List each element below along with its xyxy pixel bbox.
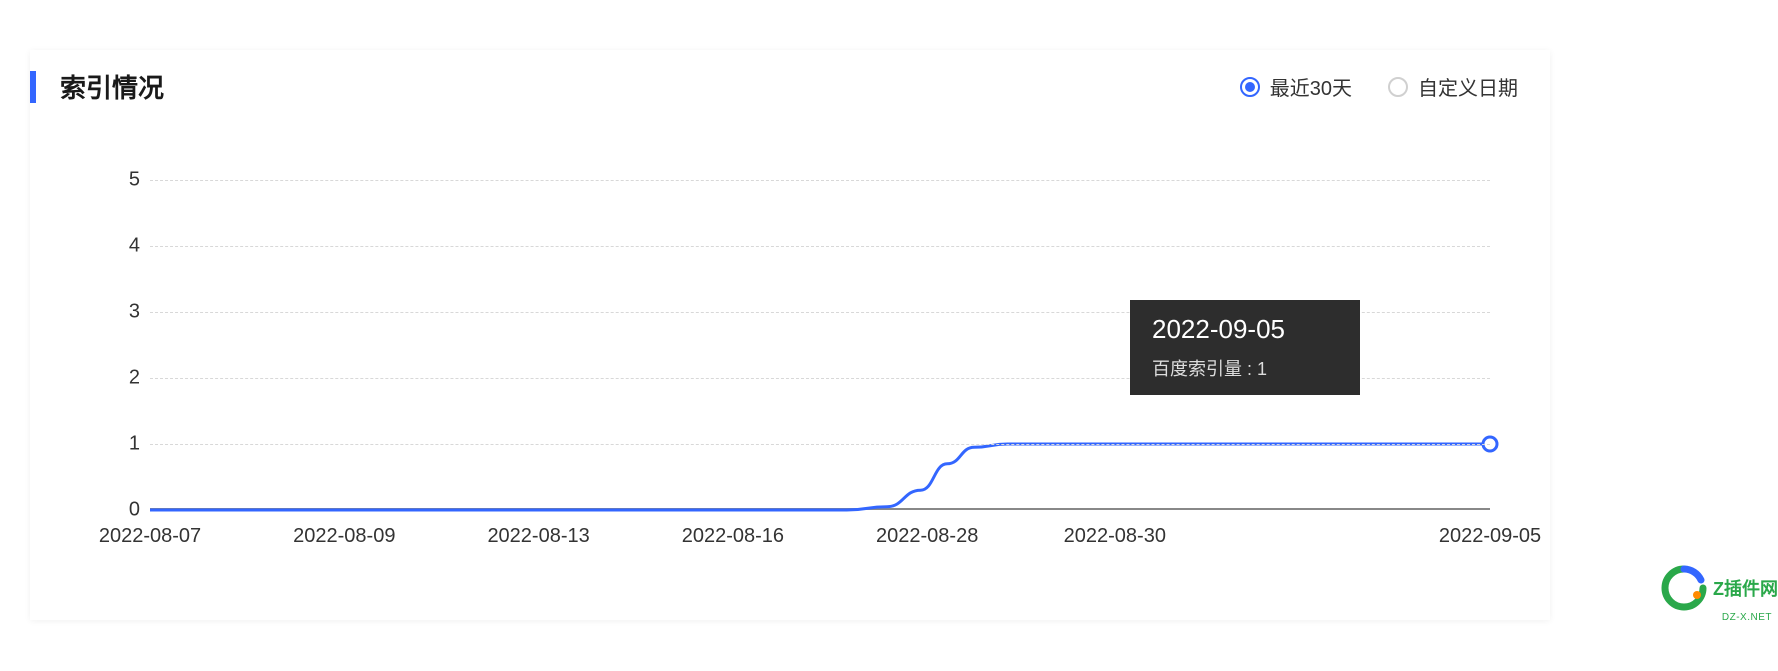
x-tick-label: 2022-08-16 xyxy=(682,525,784,548)
y-tick-label: 1 xyxy=(90,433,140,456)
y-tick-label: 3 xyxy=(90,301,140,324)
chart-area: 012345 2022-08-072022-08-092022-08-13202… xyxy=(90,180,1530,570)
grid-line xyxy=(150,246,1490,247)
watermark: Z插件网 xyxy=(1661,565,1778,611)
y-tick-label: 0 xyxy=(90,499,140,522)
chart-card: 索引情况 最近30天 自定义日期 0 1 2 3 4 5 2022-08-07 2022-0… xyxy=(30,50,1550,620)
tooltip-date: 2022-09-05 xyxy=(1152,314,1338,345)
radio-label: 自定义日期 xyxy=(1418,72,1518,101)
x-tick-label: 2022-09-05 xyxy=(1439,525,1541,548)
radio-recent-30-days[interactable]: 最近30天 xyxy=(1240,72,1352,101)
y-tick-label: 4 xyxy=(90,235,140,258)
chart-tooltip: 2022-09-05 百度索引量 : 1 xyxy=(1130,300,1360,395)
radio-label: 最近30天 xyxy=(1270,72,1352,101)
x-tick-label: 2022-08-13 xyxy=(487,525,589,548)
x-tick-label: 2022-08-30 xyxy=(1064,525,1166,548)
card-header: 索引情况 最近30天 自定义日期 xyxy=(30,50,1550,123)
date-range-radio-group: 最近30天 自定义日期 xyxy=(1240,72,1518,101)
x-tick-label: 2022-08-28 xyxy=(876,525,978,548)
radio-dot-icon xyxy=(1240,77,1260,97)
y-tick-label: 5 xyxy=(90,169,140,192)
tooltip-series-value: 1 xyxy=(1257,359,1267,379)
watermark-logo-icon xyxy=(1661,565,1707,611)
tooltip-value: 百度索引量 : 1 xyxy=(1152,355,1338,381)
x-tick-label: 2022-08-09 xyxy=(293,525,395,548)
title-accent-bar xyxy=(30,71,36,103)
card-title: 索引情况 xyxy=(60,68,164,105)
tooltip-series-label: 百度索引量 xyxy=(1152,359,1242,379)
y-tick-label: 2 xyxy=(90,367,140,390)
radio-dot-icon xyxy=(1388,77,1408,97)
watermark-subtext: DZ-X.NET xyxy=(1722,612,1772,623)
grid-line xyxy=(150,444,1490,445)
series-line xyxy=(150,444,1490,510)
x-tick-label: 2022-08-07 xyxy=(99,525,201,548)
watermark-text: Z插件网 xyxy=(1713,575,1778,601)
grid-line xyxy=(150,180,1490,181)
title-wrap: 索引情况 xyxy=(30,68,164,105)
radio-custom-date[interactable]: 自定义日期 xyxy=(1388,72,1518,101)
